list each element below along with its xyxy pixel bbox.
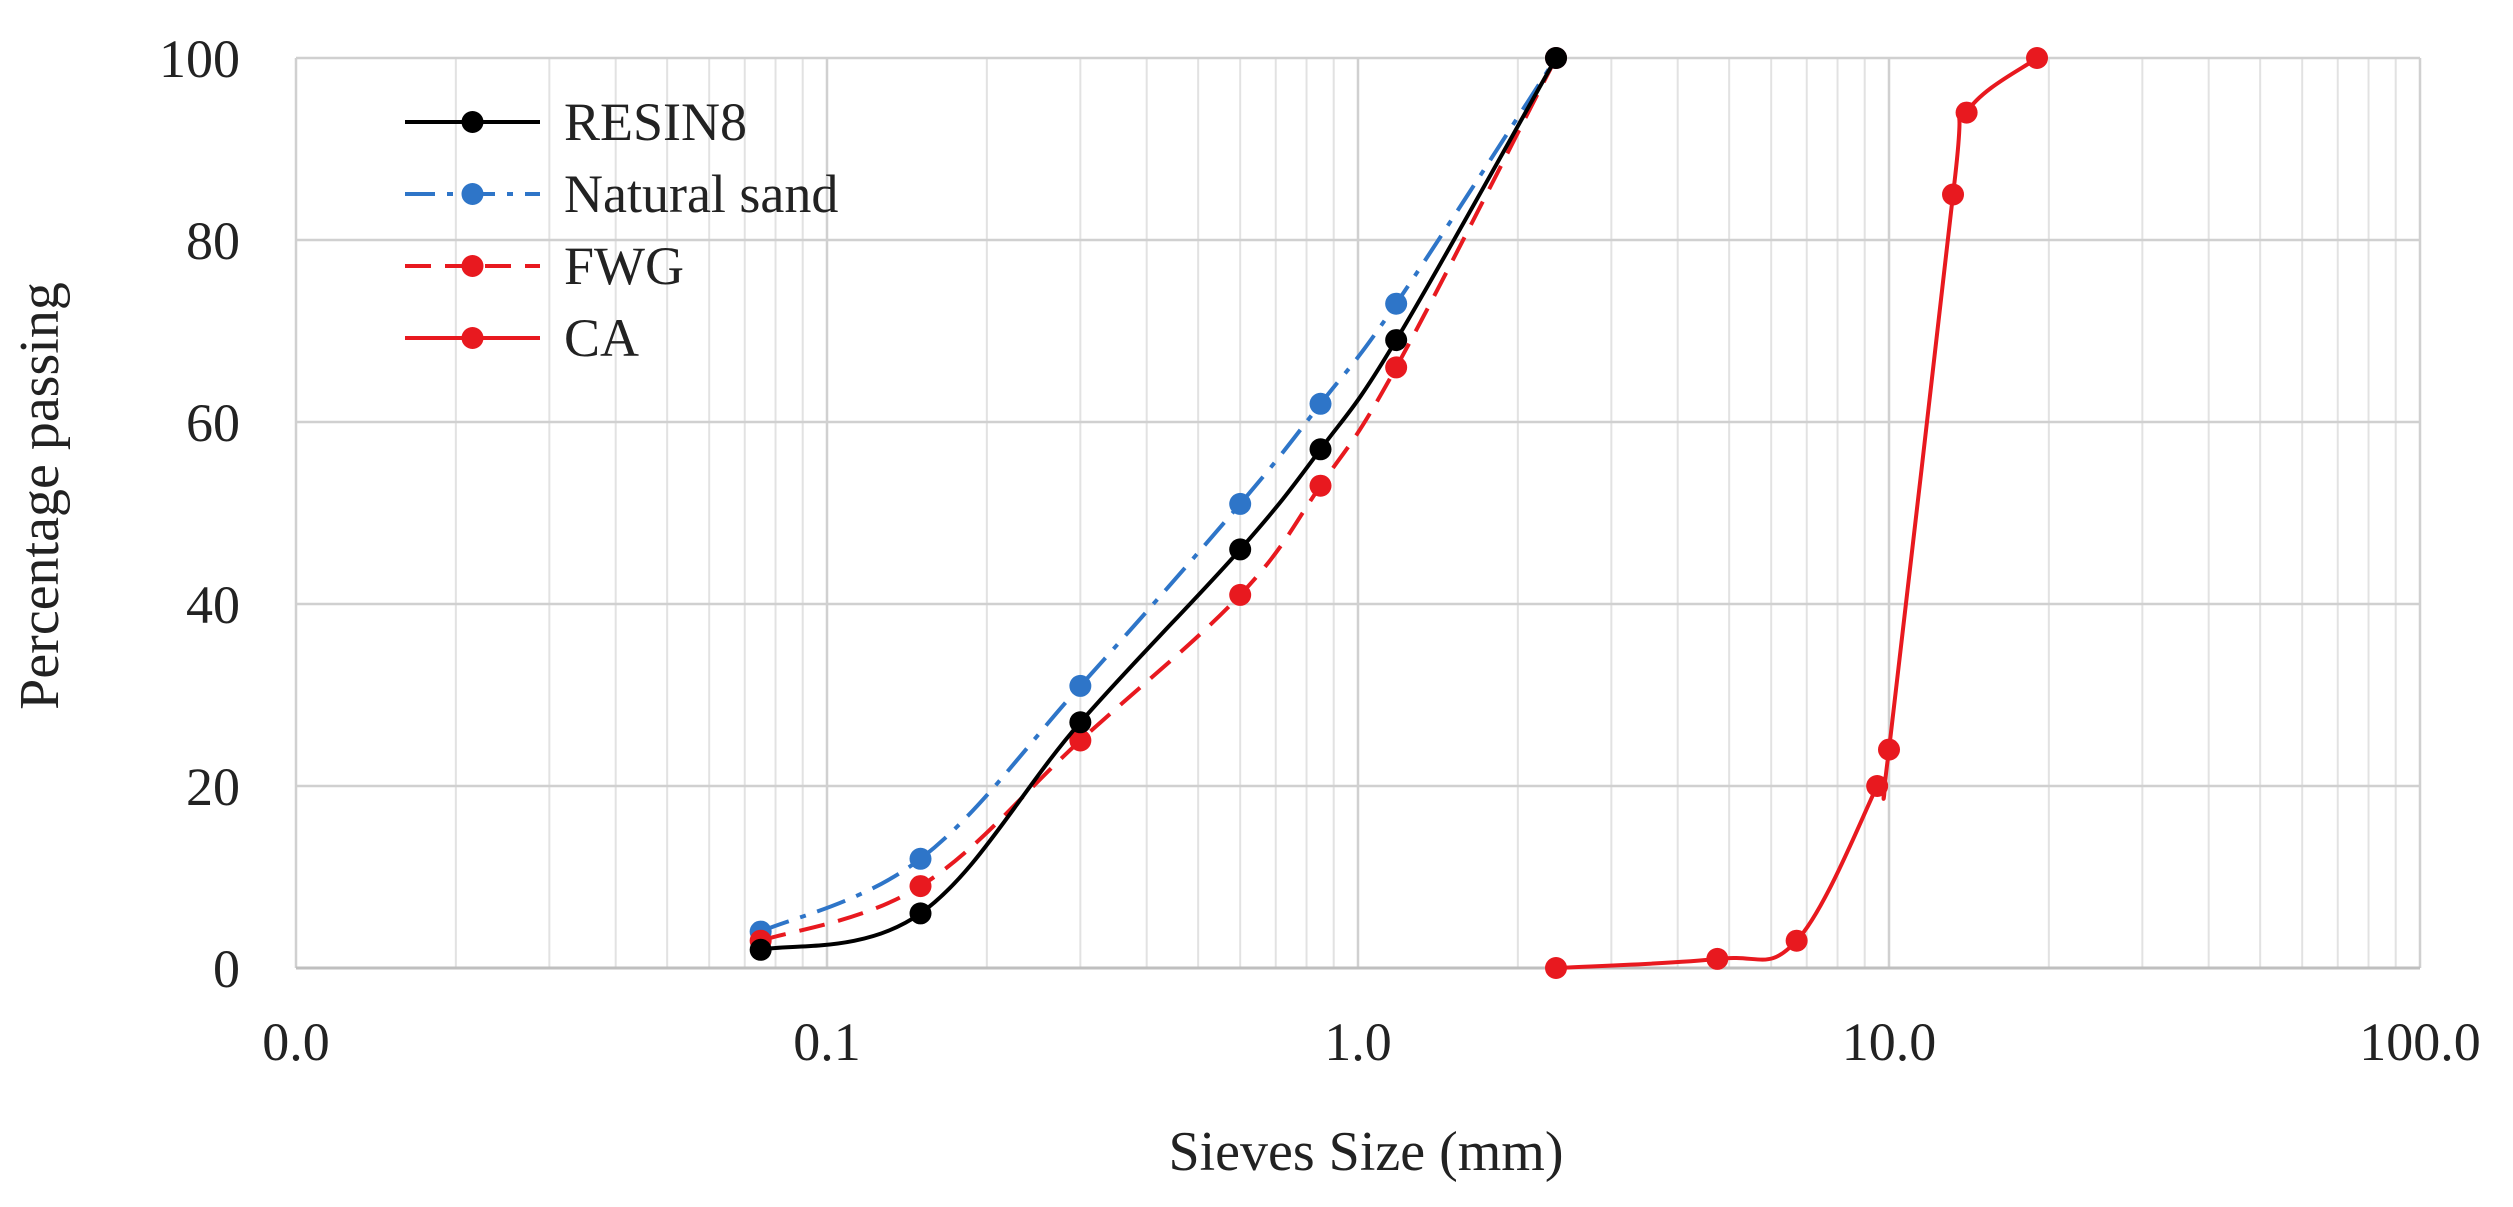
legend-label: FWG: [564, 236, 684, 296]
legend-marker: [461, 111, 484, 133]
legend: RESIN8 Natural sand FWG CA: [405, 92, 838, 368]
data-point-ca: [1878, 738, 1900, 761]
legend-item-resin8: RESIN8: [405, 92, 747, 152]
data-point-fwg: [1309, 474, 1332, 497]
data-point-ca: [1785, 929, 1808, 952]
data-point-resin8: [1229, 538, 1252, 561]
x-tick-label: 0.0: [262, 1012, 330, 1072]
y-tick-label: 100: [159, 29, 240, 89]
y-tick-label: 80: [186, 211, 240, 271]
data-point-resin8: [1069, 711, 1092, 734]
legend-marker: [461, 327, 484, 349]
data-point-fwg: [1229, 583, 1252, 606]
legend-item-fwg: FWG: [405, 236, 684, 296]
x-axis-title: Sieves Size (mm): [1168, 1121, 1563, 1183]
grid-lines: [294, 56, 2422, 968]
data-point-ca: [1955, 101, 1978, 124]
data-point-resin8: [1385, 329, 1408, 352]
y-tick-label: 40: [186, 575, 240, 635]
series-resin8: [749, 47, 1568, 961]
x-tick-labels: 0.0 0.1 1.0 10.0 100.0: [262, 1012, 2481, 1072]
data-point-natural-sand: [1069, 674, 1092, 697]
y-tick-labels: 0 20 40 60 80 100: [159, 29, 240, 999]
legend-label: RESIN8: [564, 92, 747, 152]
x-tick-label: 1.0: [1324, 1012, 1392, 1072]
data-point-natural-sand: [1385, 292, 1408, 315]
x-tick-label: 0.1: [793, 1012, 861, 1072]
data-point-ca: [1545, 957, 1568, 979]
data-point-resin8: [749, 938, 772, 961]
data-point-fwg: [1069, 729, 1092, 752]
legend-label: CA: [564, 308, 639, 368]
data-point-natural-sand: [1229, 492, 1252, 515]
legend-marker: [461, 255, 484, 277]
data-point-resin8: [1545, 47, 1568, 69]
series-ca: [1545, 47, 2049, 979]
data-point-ca: [1942, 183, 1965, 206]
legend-label: Natural sand: [564, 164, 838, 224]
x-tick-label: 10.0: [1842, 1012, 1937, 1072]
y-axis-title: Percentage passing: [9, 282, 71, 710]
data-point-resin8: [909, 902, 932, 925]
data-point-natural-sand: [1309, 392, 1332, 415]
y-tick-label: 20: [186, 757, 240, 817]
data-point-ca: [1866, 775, 1889, 797]
y-tick-label: 0: [213, 939, 240, 999]
data-point-ca: [1706, 947, 1729, 970]
y-tick-label: 60: [186, 393, 240, 453]
data-point-fwg: [1385, 356, 1408, 379]
series-line-natural-sand: [759, 56, 1558, 934]
legend-item-ca: CA: [405, 308, 639, 368]
data-point-ca: [2026, 47, 2049, 69]
legend-item-natural-sand: Natural sand: [405, 164, 838, 224]
legend-marker: [461, 183, 484, 205]
x-tick-label: 100.0: [2359, 1012, 2481, 1072]
data-series: [749, 47, 2049, 979]
data-point-natural-sand: [909, 847, 932, 870]
data-point-resin8: [1309, 438, 1332, 461]
data-point-fwg: [909, 875, 932, 898]
